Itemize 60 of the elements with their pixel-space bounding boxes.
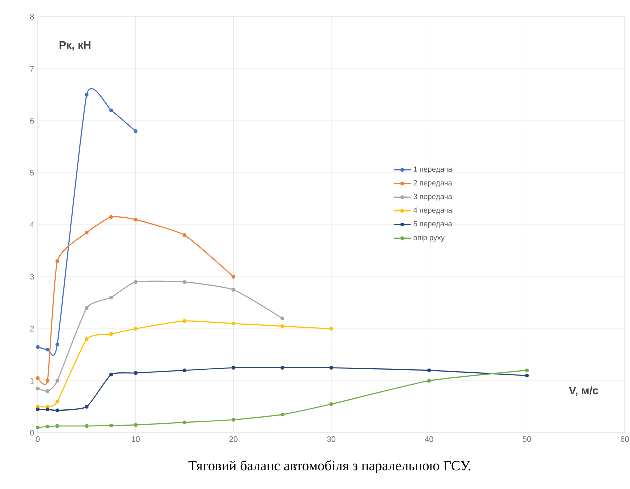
y-axis-title: Pк, кН	[60, 42, 91, 51]
point	[85, 338, 89, 342]
point	[134, 327, 138, 331]
point	[280, 324, 284, 328]
point	[85, 93, 89, 97]
point	[280, 412, 284, 417]
point	[36, 386, 40, 391]
point	[330, 327, 334, 331]
point	[110, 215, 114, 220]
point	[525, 374, 530, 378]
point	[56, 379, 60, 383]
point	[182, 319, 187, 324]
point	[85, 424, 89, 428]
point	[427, 368, 432, 372]
point	[110, 332, 114, 336]
point	[134, 280, 138, 284]
point	[134, 130, 138, 134]
point	[134, 423, 138, 428]
point	[85, 405, 89, 409]
point	[134, 218, 138, 222]
point	[182, 420, 187, 424]
point	[280, 366, 284, 370]
point	[110, 296, 114, 300]
point	[36, 426, 40, 430]
point	[182, 280, 187, 284]
point	[232, 322, 236, 326]
point	[56, 400, 60, 404]
point	[56, 260, 60, 264]
point	[85, 306, 89, 310]
point	[46, 405, 50, 409]
point	[182, 234, 187, 238]
point	[110, 372, 114, 377]
point	[232, 275, 236, 279]
point	[110, 108, 114, 112]
point	[110, 424, 114, 428]
point	[46, 390, 50, 394]
point	[134, 371, 138, 376]
text: Тяговий баланс автомобіля з паралельною ГСУ.	[188, 460, 471, 474]
point	[36, 405, 40, 409]
point	[330, 402, 334, 406]
point	[85, 230, 89, 235]
point	[36, 408, 40, 412]
point	[232, 288, 236, 292]
point	[56, 342, 60, 346]
point	[525, 368, 530, 372]
point	[56, 408, 60, 412]
x-axis-title: V, м/с	[569, 386, 598, 396]
point	[46, 424, 50, 429]
point	[330, 366, 334, 370]
point	[232, 366, 236, 370]
point	[36, 345, 40, 350]
point	[182, 368, 187, 372]
point	[46, 348, 50, 352]
point	[232, 418, 236, 422]
point	[427, 379, 432, 383]
point	[56, 424, 60, 428]
point	[280, 316, 284, 320]
point	[46, 379, 50, 383]
point	[46, 408, 50, 412]
point	[36, 376, 40, 380]
